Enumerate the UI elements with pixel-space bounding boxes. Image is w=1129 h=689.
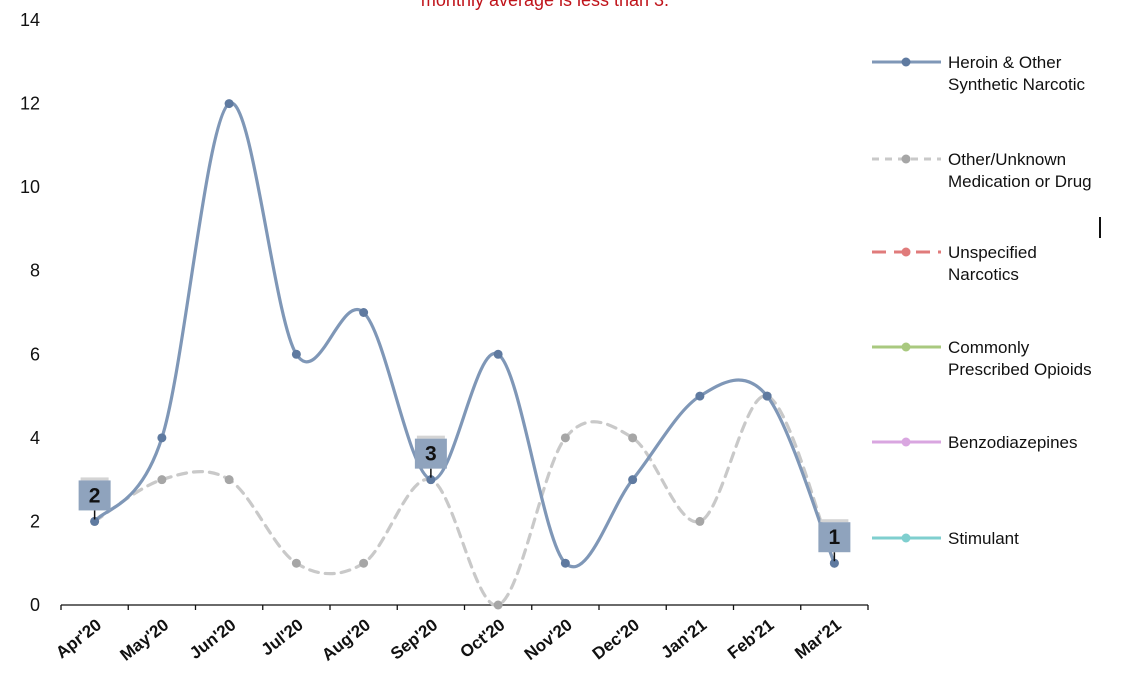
legend-label: Other/Unknown <box>948 150 1066 169</box>
y-tick-label: 12 <box>20 94 40 114</box>
legend-swatch-marker <box>901 533 911 543</box>
data-point <box>157 433 167 443</box>
x-axis: Apr'20 May'20 Jun'20 Jul'20 Aug'20 Sep'20 Oct'… <box>52 604 869 665</box>
x-tick-label: Oct'20 <box>456 615 508 662</box>
callout-box <box>78 480 111 511</box>
data-point <box>157 475 167 485</box>
data-point <box>762 391 772 401</box>
text-cursor <box>1099 217 1101 238</box>
series-line <box>93 101 836 569</box>
data-point <box>695 516 705 526</box>
y-tick-label: 14 <box>20 10 40 30</box>
legend-item: Unspecified Narcotics <box>872 243 1037 284</box>
data-point <box>493 600 503 610</box>
x-tick-label: Aug'20 <box>318 615 374 664</box>
legend-label: Unspecified <box>948 243 1037 262</box>
legend-label: Medication or Drug <box>948 172 1092 191</box>
data-label: 1 <box>829 526 841 549</box>
legend-label: Synthetic Narcotic <box>948 75 1085 94</box>
x-tick-label: Jun'20 <box>186 615 240 663</box>
callout-box <box>414 438 447 469</box>
legend-item: Commonly Prescribed Opioids <box>872 338 1092 379</box>
x-tick-label: Nov'20 <box>521 615 576 664</box>
data-point <box>628 433 638 443</box>
callout-box <box>818 522 851 553</box>
x-tick-label: Dec'20 <box>589 615 643 663</box>
y-tick-label: 0 <box>30 595 40 615</box>
x-tick-label: Mar'21 <box>791 615 845 663</box>
x-tick-label: Jan'21 <box>657 615 710 662</box>
data-point <box>224 99 234 109</box>
legend-swatch-marker <box>901 342 911 352</box>
data-point <box>829 558 839 568</box>
legend-label: Benzodiazepines <box>948 433 1077 452</box>
data-point <box>90 516 100 526</box>
data-label: 3 <box>425 443 437 466</box>
legend: Heroin & Other Synthetic Narcotic Other/Un… <box>872 53 1092 548</box>
y-axis: 0 2 4 6 8 10 12 14 <box>20 10 40 615</box>
data-point <box>560 558 570 568</box>
data-point <box>426 475 436 485</box>
y-tick-label: 8 <box>30 261 40 281</box>
legend-item: Other/Unknown Medication or Drug <box>872 150 1092 191</box>
legend-label: Narcotics <box>948 265 1019 284</box>
x-tick-label: Sep'20 <box>387 615 441 663</box>
y-tick-label: 10 <box>20 177 40 197</box>
data-point <box>359 558 369 568</box>
legend-item: Heroin & Other Synthetic Narcotic <box>872 53 1085 94</box>
legend-swatch-marker <box>901 247 911 257</box>
legend-item: Stimulant <box>872 529 1019 548</box>
x-tick-label: Jul'20 <box>258 615 307 659</box>
data-point <box>560 433 570 443</box>
callout-shadow <box>820 519 849 523</box>
data-point <box>359 308 369 317</box>
legend-label: Commonly <box>948 338 1030 357</box>
x-tick-label: Feb'21 <box>724 615 778 663</box>
data-point <box>291 558 301 568</box>
data-label: 2 <box>89 484 101 507</box>
y-tick-label: 2 <box>30 511 40 531</box>
series-line <box>93 394 836 607</box>
data-point <box>695 391 705 401</box>
legend-label: Heroin & Other <box>948 53 1062 72</box>
callout-shadow <box>80 477 109 481</box>
legend-swatch-marker <box>901 437 911 447</box>
legend-label: Stimulant <box>948 529 1019 548</box>
legend-swatch-marker <box>901 57 911 67</box>
y-tick-label: 6 <box>30 344 40 364</box>
data-point <box>291 349 301 359</box>
data-point <box>493 349 503 359</box>
callout-shadow <box>416 435 445 439</box>
data-point <box>628 475 638 485</box>
x-tick-label: May'20 <box>116 615 172 664</box>
y-tick-label: 4 <box>30 428 40 448</box>
legend-label: Prescribed Opioids <box>948 360 1092 379</box>
callout-layer: 2 3 1 <box>78 435 851 562</box>
legend-swatch-marker <box>901 154 911 164</box>
chart-note: monthly average is less than 3. <box>421 0 669 10</box>
series-layer <box>90 99 839 610</box>
x-tick-label: Apr'20 <box>52 615 105 662</box>
legend-item: Benzodiazepines <box>872 433 1077 452</box>
data-point <box>224 475 234 485</box>
